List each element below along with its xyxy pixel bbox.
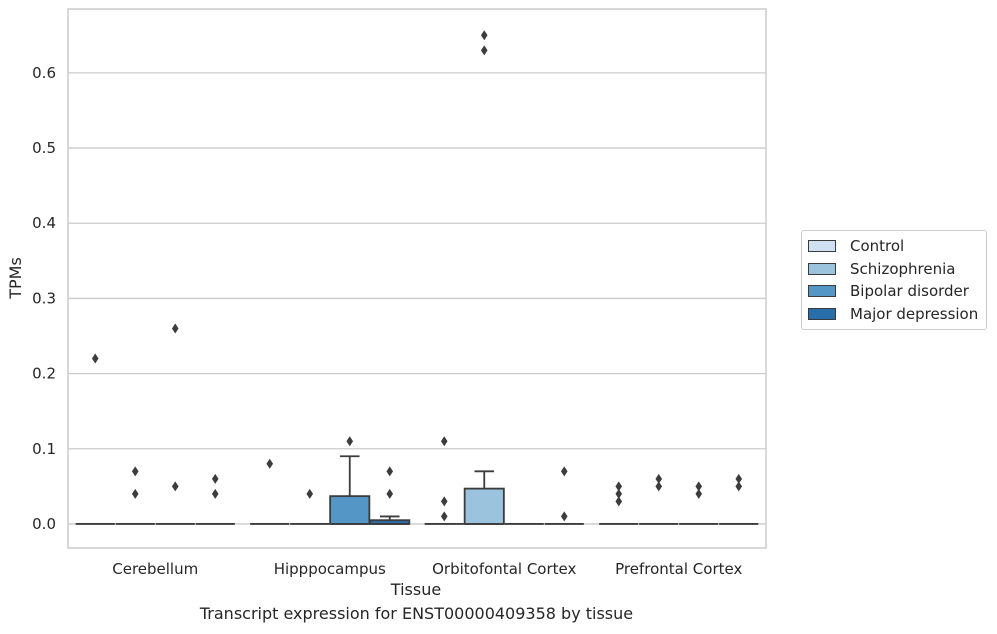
outlier-point xyxy=(655,473,663,484)
legend-item-schizophrenia: Schizophrenia xyxy=(808,258,986,281)
y-axis-label: TPMs xyxy=(6,257,25,300)
outlier-point xyxy=(131,488,139,499)
outlier-point xyxy=(655,481,663,492)
x-tick-label: Cerebellum xyxy=(112,560,198,578)
outlier-point xyxy=(560,511,568,522)
outlier-point xyxy=(695,481,703,492)
box xyxy=(329,495,371,525)
outlier-point xyxy=(211,473,219,484)
legend-label-major-depression: Major depression xyxy=(850,304,979,323)
outlier-point xyxy=(131,466,139,477)
outlier-point xyxy=(171,323,179,334)
legend-label-bipolar-disorder: Bipolar disorder xyxy=(850,282,969,301)
legend-swatch-bipolar-disorder xyxy=(808,285,836,298)
outlier-point xyxy=(695,488,703,499)
outlier-point xyxy=(735,473,743,484)
outlier-point xyxy=(306,488,314,499)
plot-area-frame xyxy=(67,8,767,549)
outlier-point xyxy=(386,488,394,499)
y-tick-labels: 0.0 0.1 0.2 0.3 0.4 0.5 0.6 xyxy=(32,64,56,533)
outlier-point xyxy=(440,496,448,507)
x-tick-label: Prefrontal Cortex xyxy=(615,560,742,578)
box-marks xyxy=(75,30,759,525)
outlier-point xyxy=(480,45,488,56)
outlier-point xyxy=(560,466,568,477)
box xyxy=(463,487,505,525)
legend-item-control: Control xyxy=(808,235,986,258)
legend-item-bipolar-disorder: Bipolar disorder xyxy=(808,280,986,303)
legend-label-schizophrenia: Schizophrenia xyxy=(850,259,956,278)
outlier-point xyxy=(615,481,623,492)
y-tick-label: 0.1 xyxy=(32,440,56,458)
legend-item-major-depression: Major depression xyxy=(808,303,986,326)
y-tick-label: 0.2 xyxy=(32,365,56,383)
outlier-point xyxy=(440,436,448,447)
outlier-point xyxy=(171,481,179,492)
outlier-point xyxy=(346,436,354,447)
chart-caption: Transcript expression for ENST0000040935… xyxy=(199,604,634,623)
x-tick-label: Hipppocampus xyxy=(274,560,386,578)
legend: Control Schizophrenia Bipolar disorder M… xyxy=(801,230,987,330)
outlier-point xyxy=(266,458,274,469)
outlier-point xyxy=(735,481,743,492)
y-tick-label: 0.4 xyxy=(32,214,56,232)
x-axis-label: Tissue xyxy=(390,580,441,599)
grid-lines xyxy=(68,72,766,525)
legend-swatch-control xyxy=(808,240,836,253)
legend-swatch-schizophrenia xyxy=(808,262,836,275)
y-tick-label: 0.0 xyxy=(32,515,56,533)
outlier-point xyxy=(480,30,488,41)
outlier-point xyxy=(91,353,99,364)
outlier-point xyxy=(211,488,219,499)
outlier-point xyxy=(615,496,623,507)
y-tick-label: 0.3 xyxy=(32,289,56,307)
x-tick-labels: Cerebellum Hipppocampus Orbitofontal Corte… xyxy=(112,560,742,578)
x-tick-label: Orbitofontal Cortex xyxy=(432,560,576,578)
y-tick-label: 0.6 xyxy=(32,64,56,82)
outlier-point xyxy=(386,466,394,477)
legend-swatch-major-depression xyxy=(808,307,836,320)
y-tick-label: 0.5 xyxy=(32,139,56,157)
outlier-point xyxy=(615,488,623,499)
outlier-point xyxy=(440,511,448,522)
legend-label-control: Control xyxy=(850,237,905,256)
